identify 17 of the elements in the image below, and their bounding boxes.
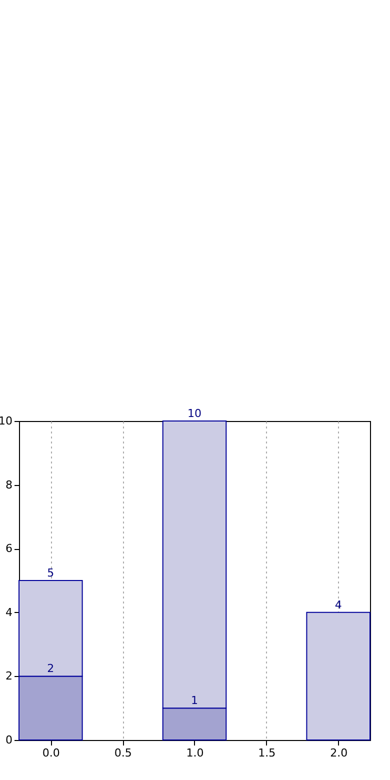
x-tick-label: 1.0 [186,746,204,760]
total-label: 10 [188,407,202,420]
y-tick-label: 10 [0,414,12,428]
bar [306,612,370,740]
y-tick-label: 6 [6,542,12,556]
y-tick-label: 4 [6,606,12,619]
x-tick-label: 0.5 [114,746,132,760]
y-tick-label: 8 [6,478,12,492]
data-label: 2 [47,662,54,676]
total-label: 4 [334,598,342,612]
y-tick-label: 2 [6,670,12,683]
x-tick-label: 1.5 [258,746,276,760]
x-tick-label: 0.0 [42,746,60,760]
total-label: 5 [47,566,54,580]
y-tick-label: 0 [6,734,12,746]
data-label: 1 [191,694,198,708]
x-tick-label: 2.0 [330,746,348,760]
